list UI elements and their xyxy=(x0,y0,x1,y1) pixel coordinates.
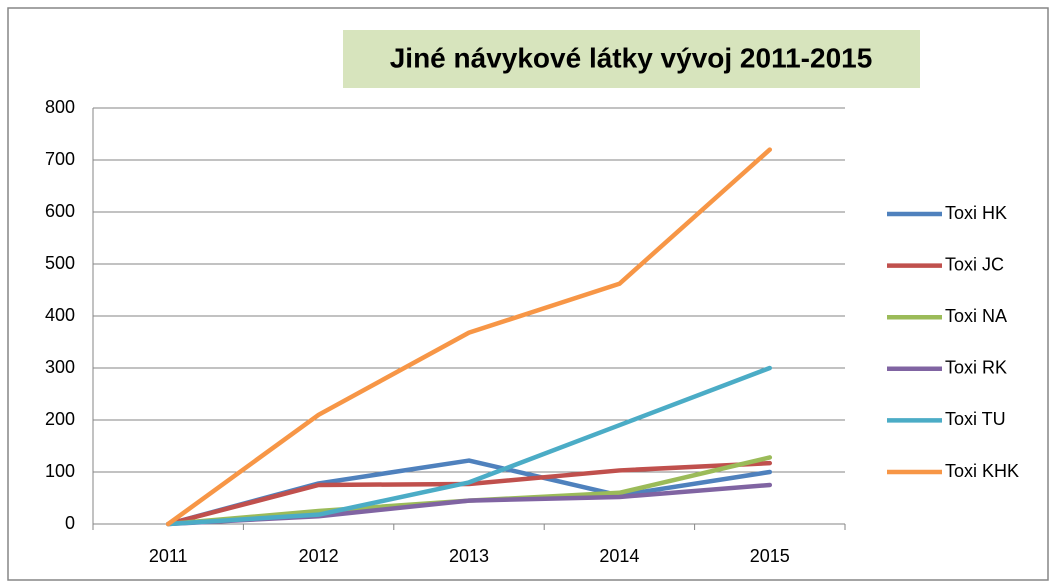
title-box xyxy=(343,30,920,88)
chart-title: Jiné návykové látky vývoj 2011-2015 xyxy=(390,42,873,73)
x-tick-label: 2013 xyxy=(449,546,489,566)
y-tick-label: 200 xyxy=(45,409,75,429)
legend-label: Toxi TU xyxy=(945,409,1006,429)
y-tick-label: 800 xyxy=(45,97,75,117)
series-line xyxy=(165,147,773,527)
x-tick-label: 2014 xyxy=(599,546,639,566)
x-tick-label: 2012 xyxy=(299,546,339,566)
y-tick-label: 700 xyxy=(45,149,75,169)
y-tick-label: 400 xyxy=(45,305,75,325)
y-tick-label: 100 xyxy=(45,461,75,481)
legend-label: Toxi RK xyxy=(945,358,1007,378)
y-tick-label: 600 xyxy=(45,201,75,221)
legend-label: Toxi HK xyxy=(945,203,1007,223)
y-tick-label: 300 xyxy=(45,357,75,377)
legend-label: Toxi KHK xyxy=(945,461,1019,481)
y-tick-label: 500 xyxy=(45,253,75,273)
legend-label: Toxi NA xyxy=(945,306,1007,326)
series-line xyxy=(165,365,773,527)
x-tick-label: 2015 xyxy=(750,546,790,566)
legend-label: Toxi JC xyxy=(945,254,1004,274)
x-tick-label: 2011 xyxy=(149,546,188,566)
y-tick-label: 0 xyxy=(65,513,75,533)
chart-frame xyxy=(7,7,1049,581)
